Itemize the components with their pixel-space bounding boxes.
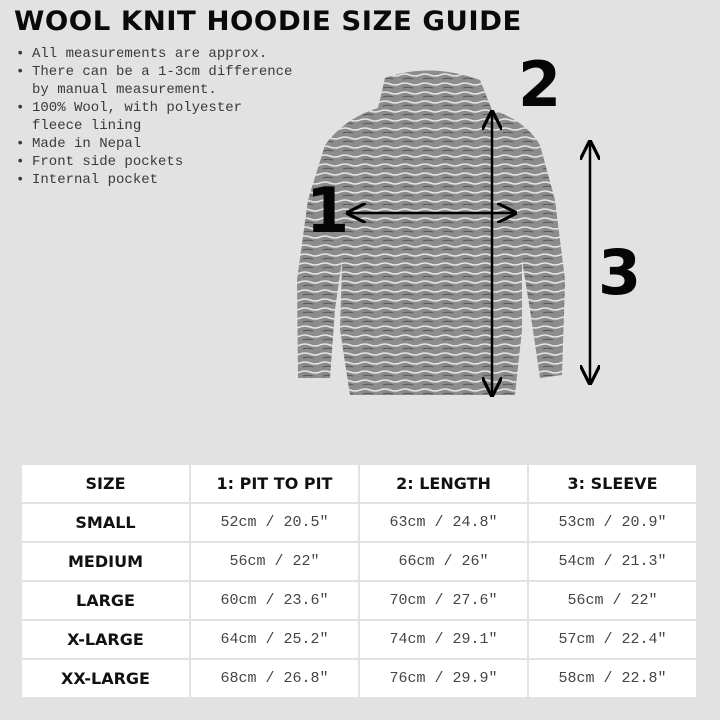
note-item: Front side pockets: [14, 153, 292, 171]
note-item: Internal pocket: [14, 171, 292, 189]
size-cell: SMALL: [22, 504, 189, 541]
note-item: There can be a 1-3cm difference by manua…: [14, 63, 292, 99]
table-row: MEDIUM 56cm / 22" 66cm / 26" 54cm / 21.3…: [22, 543, 696, 580]
marker-1: 1: [306, 174, 350, 247]
value-cell: 70cm / 27.6": [360, 582, 527, 619]
size-table: SIZE 1: PIT TO PIT 2: LENGTH 3: SLEEVE S…: [20, 463, 698, 699]
header-pit-to-pit: 1: PIT TO PIT: [191, 465, 358, 502]
value-cell: 64cm / 25.2": [191, 621, 358, 658]
value-cell: 76cm / 29.9": [360, 660, 527, 697]
value-cell: 63cm / 24.8": [360, 504, 527, 541]
header-length: 2: LENGTH: [360, 465, 527, 502]
table-header-row: SIZE 1: PIT TO PIT 2: LENGTH 3: SLEEVE: [22, 465, 696, 502]
product-notes: All measurements are approx. There can b…: [14, 45, 292, 189]
value-cell: 53cm / 20.9": [529, 504, 696, 541]
table-row: XX-LARGE 68cm / 26.8" 76cm / 29.9" 58cm …: [22, 660, 696, 697]
value-cell: 68cm / 26.8": [191, 660, 358, 697]
size-cell: LARGE: [22, 582, 189, 619]
value-cell: 57cm / 22.4": [529, 621, 696, 658]
marker-2: 2: [518, 48, 562, 121]
table-row: X-LARGE 64cm / 25.2" 74cm / 29.1" 57cm /…: [22, 621, 696, 658]
value-cell: 66cm / 26": [360, 543, 527, 580]
table-row: LARGE 60cm / 23.6" 70cm / 27.6" 56cm / 2…: [22, 582, 696, 619]
value-cell: 56cm / 22": [191, 543, 358, 580]
page-title: WOOL KNIT HOODIE SIZE GUIDE: [14, 6, 522, 37]
value-cell: 56cm / 22": [529, 582, 696, 619]
hoodie-diagram: [297, 70, 720, 460]
size-cell: XX-LARGE: [22, 660, 189, 697]
value-cell: 54cm / 21.3": [529, 543, 696, 580]
value-cell: 58cm / 22.8": [529, 660, 696, 697]
size-cell: MEDIUM: [22, 543, 189, 580]
note-item: All measurements are approx.: [14, 45, 292, 63]
note-item: Made in Nepal: [14, 135, 292, 153]
value-cell: 60cm / 23.6": [191, 582, 358, 619]
header-sleeve: 3: SLEEVE: [529, 465, 696, 502]
size-cell: X-LARGE: [22, 621, 189, 658]
note-item: 100% Wool, with polyester fleece lining: [14, 99, 292, 135]
value-cell: 52cm / 20.5": [191, 504, 358, 541]
marker-3: 3: [598, 236, 642, 309]
value-cell: 74cm / 29.1": [360, 621, 527, 658]
header-size: SIZE: [22, 465, 189, 502]
table-row: SMALL 52cm / 20.5" 63cm / 24.8" 53cm / 2…: [22, 504, 696, 541]
